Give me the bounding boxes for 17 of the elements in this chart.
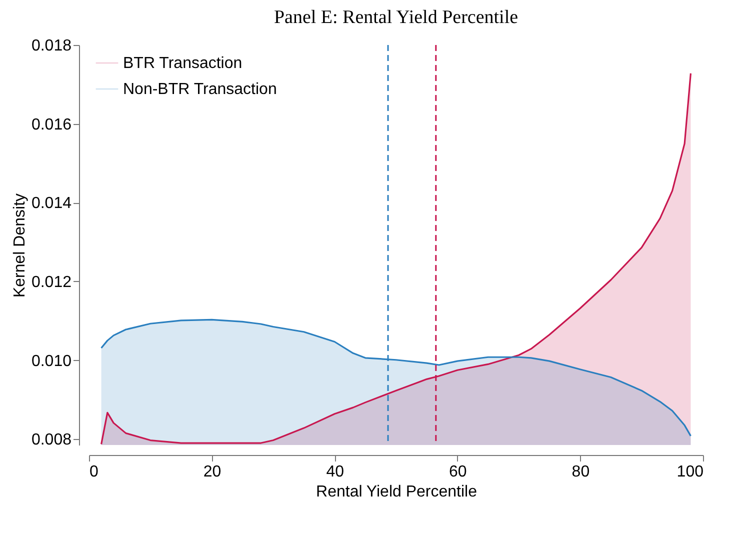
x-axis-title: Rental Yield Percentile <box>316 484 478 500</box>
y-tick-label: 0.018 <box>31 38 72 54</box>
x-tick-label: 60 <box>449 464 467 480</box>
legend-label: Non-BTR Transaction <box>123 81 277 98</box>
legend-label: BTR Transaction <box>123 55 242 72</box>
x-tick-label: 80 <box>572 464 590 480</box>
x-tick-label: 20 <box>203 464 222 480</box>
y-tick-label: 0.014 <box>31 195 72 212</box>
y-tick-label: 0.008 <box>31 432 72 449</box>
y-axis-title: Kernel Density <box>11 193 28 298</box>
chart-title: Panel E: Rental Yield Percentile <box>274 7 518 28</box>
y-tick-label: 0.010 <box>31 352 72 370</box>
x-tick-label: 40 <box>326 464 344 480</box>
y-tick-label: 0.012 <box>31 274 72 291</box>
x-tick-label: 100 <box>676 464 704 480</box>
y-tick-label: 0.016 <box>31 116 72 134</box>
x-tick-label: 0 <box>90 464 98 480</box>
